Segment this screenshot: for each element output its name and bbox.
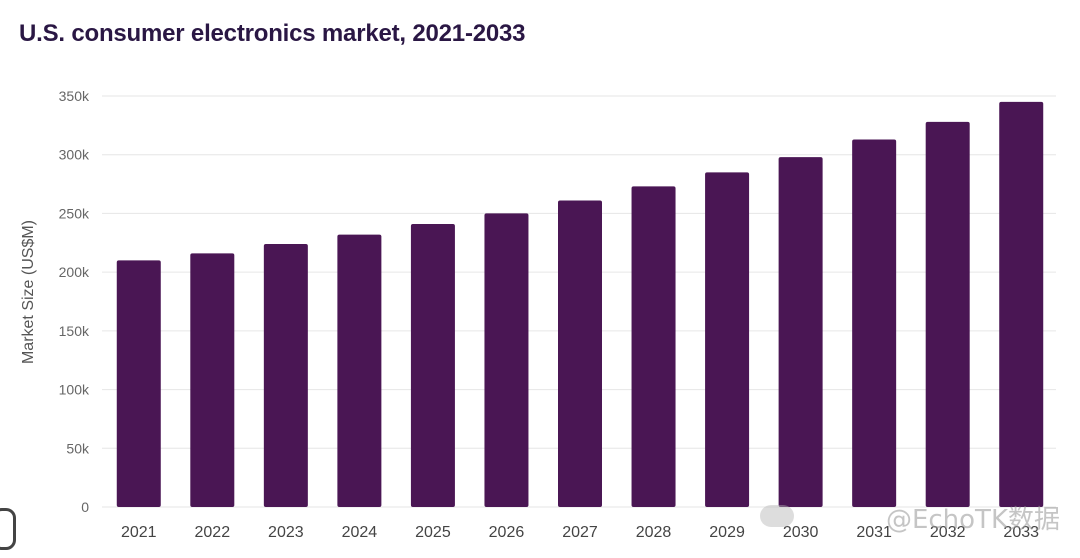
y-tick-label: 50k	[66, 440, 90, 456]
bar-2033[interactable]	[999, 101, 1044, 507]
y-tick-label: 350k	[59, 88, 90, 104]
bar-2025[interactable]	[410, 223, 455, 508]
bar-2024[interactable]	[337, 234, 382, 507]
bar-2027[interactable]	[558, 200, 602, 508]
x-tick-label: 2033	[1003, 524, 1039, 541]
bar-2022[interactable]	[190, 253, 235, 507]
x-tick-label: 2024	[342, 524, 378, 541]
x-axis-ticks: 2021 2022 2023 2024 2025 2026 2027 2028 2029 2030…	[121, 524, 1039, 541]
x-tick-label: 2028	[636, 524, 672, 541]
bars	[116, 101, 1044, 508]
watermark-logo-icon	[760, 505, 794, 527]
bar-2028[interactable]	[631, 186, 676, 508]
y-axis-ticks: 0 50k 100k 150k 200k 250k 300k 350k	[59, 88, 90, 515]
bar-2031[interactable]	[852, 139, 897, 507]
edge-handle-icon	[0, 508, 16, 550]
y-tick-label: 250k	[59, 205, 90, 221]
x-tick-label: 2023	[268, 524, 304, 541]
y-tick-label: 300k	[59, 147, 90, 163]
y-tick-label: 150k	[59, 323, 90, 339]
x-tick-label: 2030	[783, 524, 819, 541]
x-tick-label: 2031	[856, 524, 892, 541]
y-tick-label: 0	[81, 499, 89, 515]
x-tick-label: 2025	[415, 524, 451, 541]
bar-2029[interactable]	[705, 172, 750, 508]
y-tick-label: 100k	[59, 382, 90, 398]
x-tick-label: 2027	[562, 524, 598, 541]
watermark-text: @EchoTK数据	[885, 505, 1060, 535]
bar-2023[interactable]	[263, 243, 308, 507]
x-tick-label: 2021	[121, 524, 157, 541]
x-tick-label: 2022	[195, 524, 231, 541]
bar-2021[interactable]	[116, 260, 161, 507]
x-tick-label: 2029	[709, 524, 745, 541]
y-tick-label: 200k	[59, 264, 90, 280]
x-tick-label: 2032	[930, 524, 966, 541]
bar-2030[interactable]	[778, 157, 823, 507]
y-axis-label: Market Size (US$M)	[20, 220, 37, 364]
bar-2032[interactable]	[925, 121, 970, 507]
x-tick-label: 2026	[489, 524, 525, 541]
chart-title: U.S. consumer electronics market, 2021-2…	[19, 20, 526, 47]
bar-2026[interactable]	[484, 213, 529, 507]
